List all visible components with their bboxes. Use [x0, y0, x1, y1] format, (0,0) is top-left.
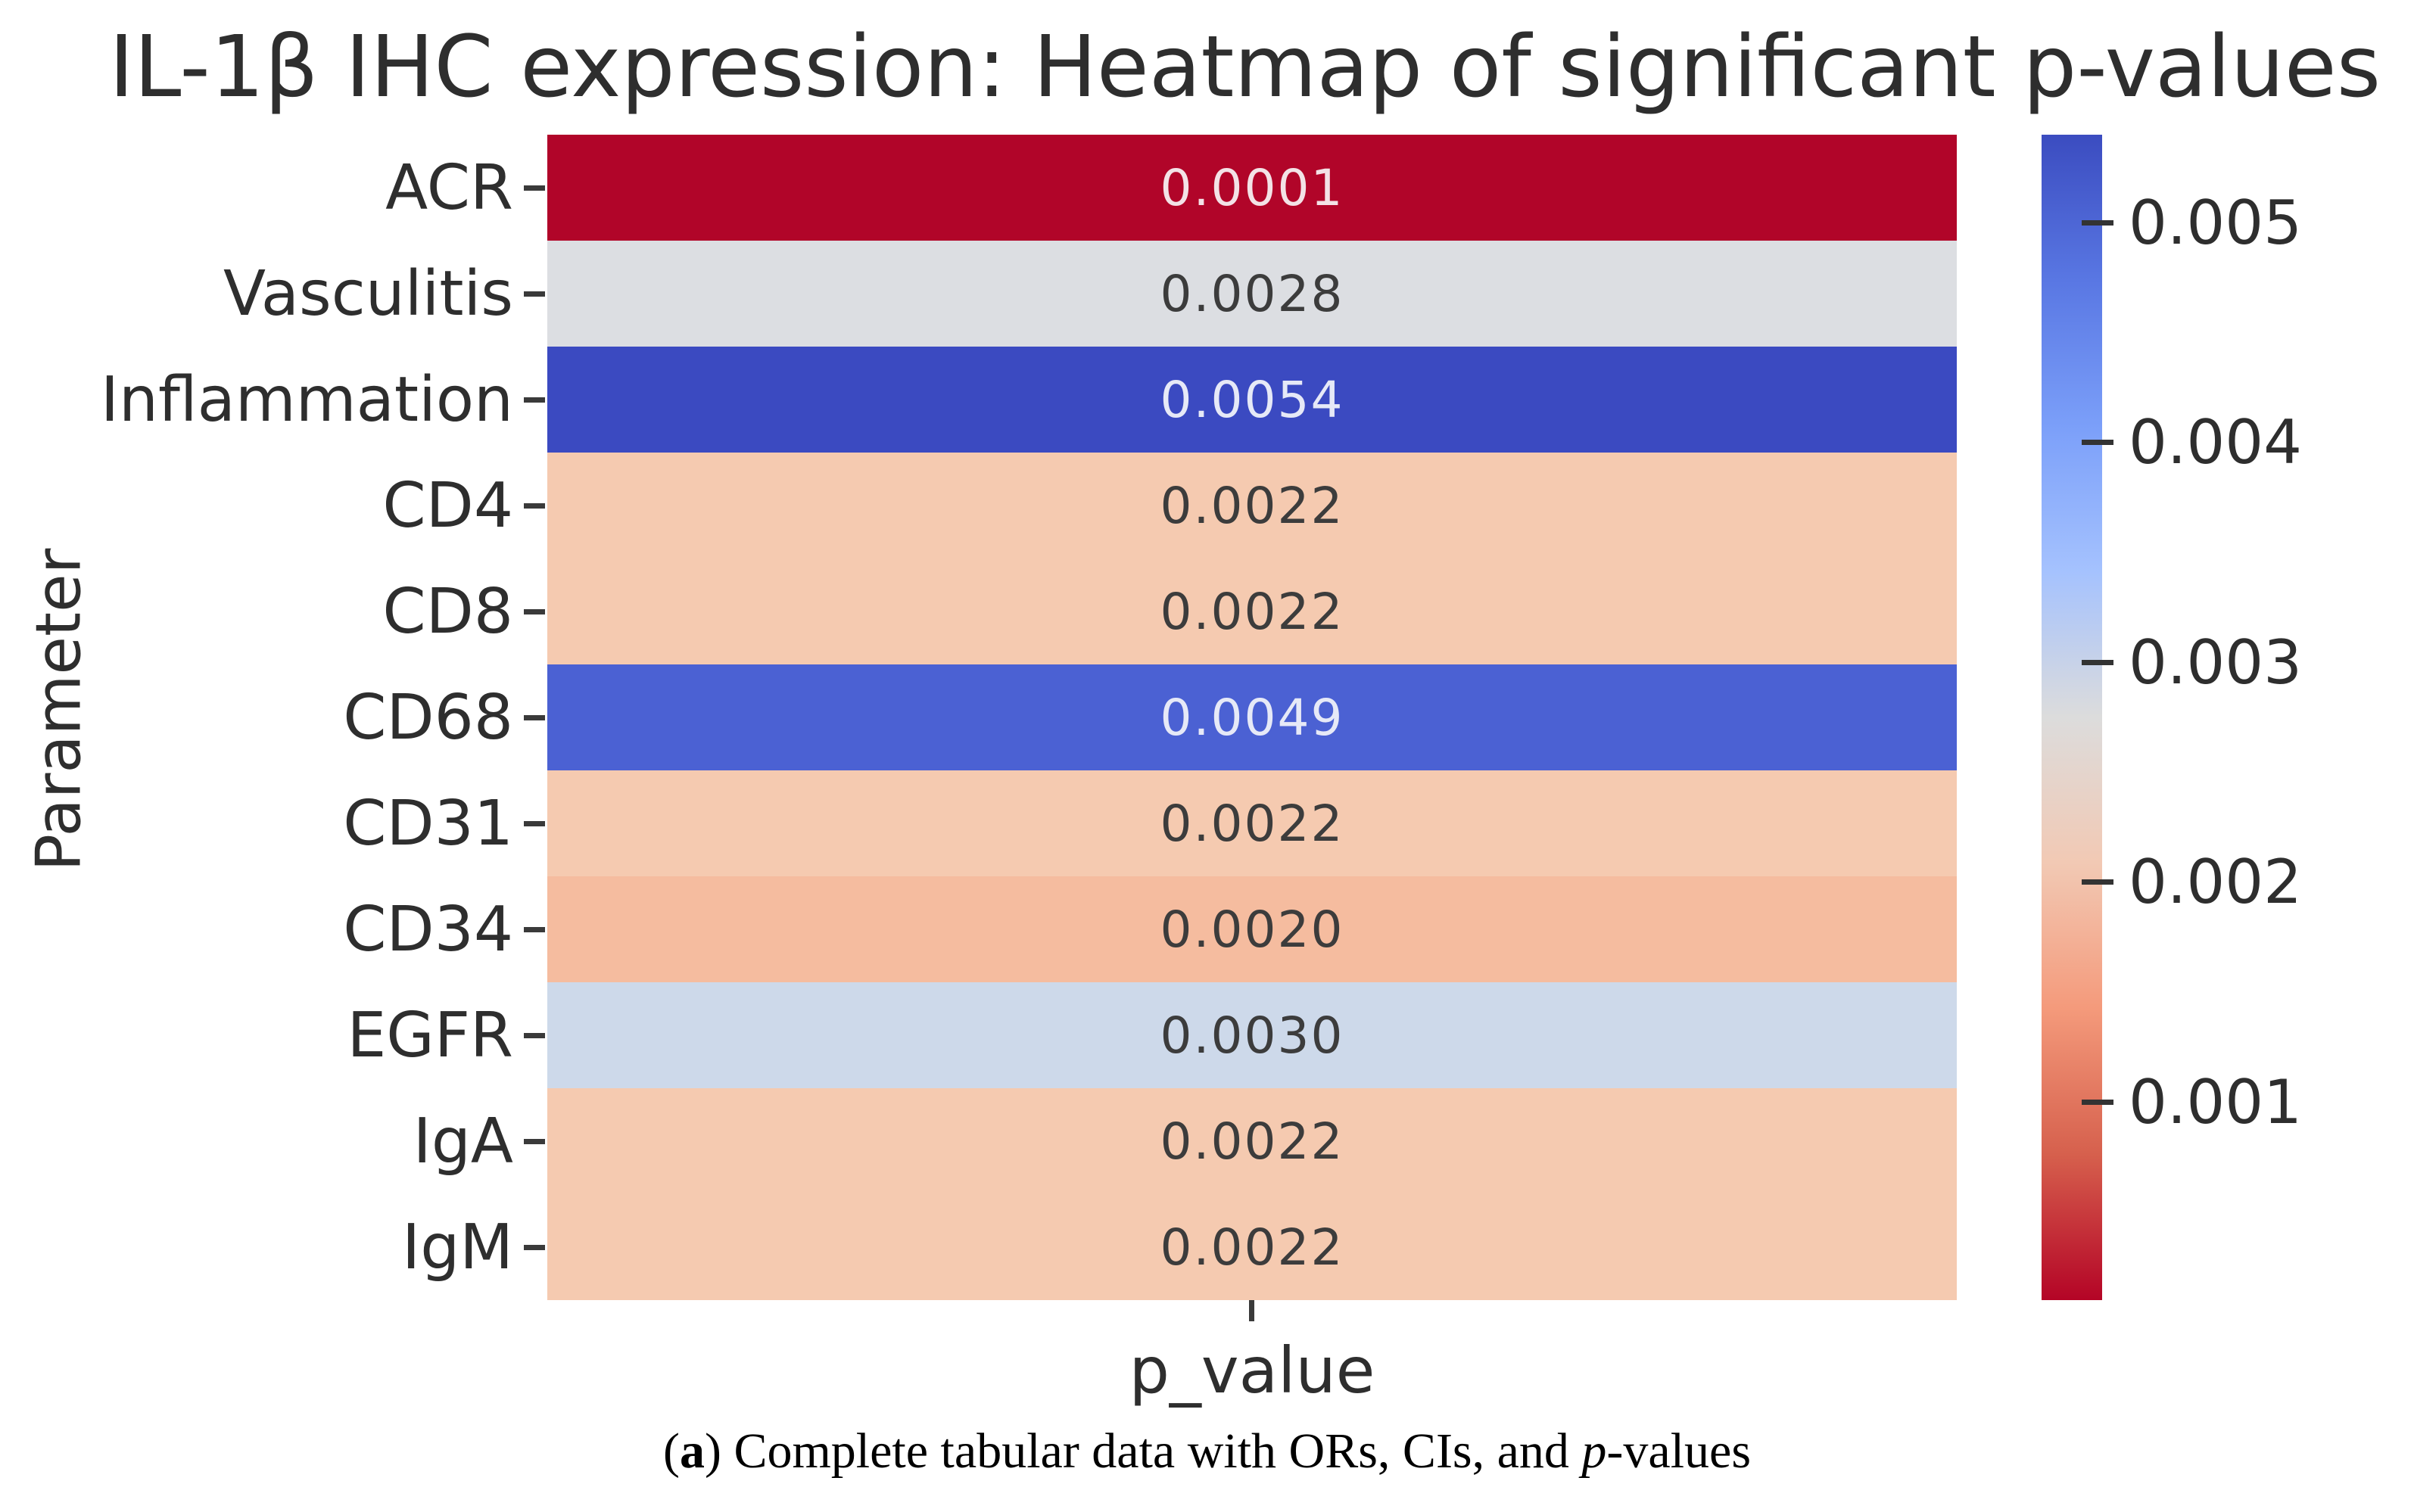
cell-value: 0.0022: [1160, 1112, 1344, 1171]
x-tick-mark: [1249, 1300, 1254, 1321]
heatmap-cell-ACR: 0.0001: [547, 135, 1957, 241]
cell-value: 0.0054: [1160, 370, 1344, 429]
caption-p-italic: p: [1581, 1423, 1607, 1479]
caption-panel-label: a: [679, 1423, 705, 1479]
heatmap-cell-CD31: 0.0022: [547, 770, 1957, 876]
cell-value: 0.0030: [1160, 1006, 1344, 1065]
caption-open-paren: (: [662, 1423, 680, 1479]
cell-value: 0.0028: [1160, 264, 1344, 323]
y-tick-label-Vasculitis: Vasculitis: [223, 257, 513, 330]
y-tick-mark: [524, 1138, 545, 1144]
colorbar-tick-mark: [2082, 440, 2113, 446]
colorbar-tick-mark: [2082, 219, 2113, 226]
x-axis-label: p_value: [1129, 1333, 1375, 1408]
y-tick-mark: [524, 608, 545, 614]
heatmap-cell-IgA: 0.0022: [547, 1088, 1957, 1194]
y-tick-label-CD8: CD8: [382, 575, 513, 648]
colorbar-tick-mark: [2082, 1099, 2113, 1105]
y-tick-mark: [524, 291, 545, 297]
y-tick-label-IgM: IgM: [402, 1211, 513, 1283]
colorbar-tick-label: 0.004: [2129, 407, 2303, 478]
heatmap-cell-CD34: 0.0020: [547, 876, 1957, 982]
y-tick-label-EGFR: EGFR: [347, 999, 514, 1072]
y-tick-label-CD68: CD68: [343, 681, 513, 754]
y-tick-mark: [524, 1244, 545, 1250]
caption-close-paren: ): [704, 1423, 734, 1479]
y-tick-label-CD31: CD31: [343, 787, 513, 860]
y-tick-mark: [524, 185, 545, 191]
colorbar-tick-mark: [2082, 879, 2113, 885]
y-tick-label-CD34: CD34: [343, 893, 513, 966]
colorbar-tick-mark: [2082, 659, 2113, 665]
y-tick-label-CD4: CD4: [382, 469, 513, 542]
y-tick-label-IgA: IgA: [413, 1105, 513, 1178]
colorbar-tick-label: 0.003: [2129, 627, 2303, 698]
y-tick-label-ACR: ACR: [385, 151, 513, 224]
heatmap: 0.0001 0.0028 0.0054 0.0022 0.0022 0.0049 0.00…: [547, 135, 1957, 1300]
heatmap-cell-Inflammation: 0.0054: [547, 347, 1957, 453]
y-tick-label-Inflammation: Inflammation: [100, 363, 513, 436]
cell-value: 0.0049: [1160, 688, 1344, 747]
cell-value: 0.0022: [1160, 582, 1344, 641]
y-tick-mark: [524, 714, 545, 720]
colorbar-tick-label: 0.001: [2129, 1066, 2303, 1137]
cell-value: 0.0022: [1160, 476, 1344, 535]
heatmap-cell-EGFR: 0.0030: [547, 982, 1957, 1088]
caption-text: Complete tabular data with ORs, CIs, and: [734, 1423, 1582, 1479]
figure-caption: (a) Complete tabular data with ORs, CIs,…: [0, 1423, 2414, 1480]
heatmap-cell-CD68: 0.0049: [547, 664, 1957, 770]
cell-value: 0.0020: [1160, 900, 1344, 959]
cell-value: 0.0022: [1160, 1218, 1344, 1277]
colorbar: [2042, 135, 2102, 1300]
y-tick-labels: ACR Vasculitis Inflammation CD4 CD8 CD68 CD31 C…: [0, 135, 513, 1300]
heatmap-cell-IgM: 0.0022: [547, 1194, 1957, 1300]
heatmap-cell-Vasculitis: 0.0028: [547, 241, 1957, 347]
y-tick-mark: [524, 397, 545, 403]
y-tick-mark: [524, 820, 545, 826]
y-tick-mark: [524, 502, 545, 509]
heatmap-cell-CD8: 0.0022: [547, 558, 1957, 664]
chart-title: IL-1β IHC expression: Heatmap of signifi…: [108, 18, 2381, 117]
cell-value: 0.0001: [1160, 158, 1344, 217]
caption-suffix: -values: [1606, 1423, 1752, 1479]
y-tick-mark: [524, 926, 545, 932]
cell-value: 0.0022: [1160, 794, 1344, 853]
y-tick-mark: [524, 1032, 545, 1038]
colorbar-tick-label: 0.002: [2129, 847, 2303, 918]
heatmap-cell-CD4: 0.0022: [547, 453, 1957, 558]
colorbar-tick-label: 0.005: [2129, 187, 2303, 258]
